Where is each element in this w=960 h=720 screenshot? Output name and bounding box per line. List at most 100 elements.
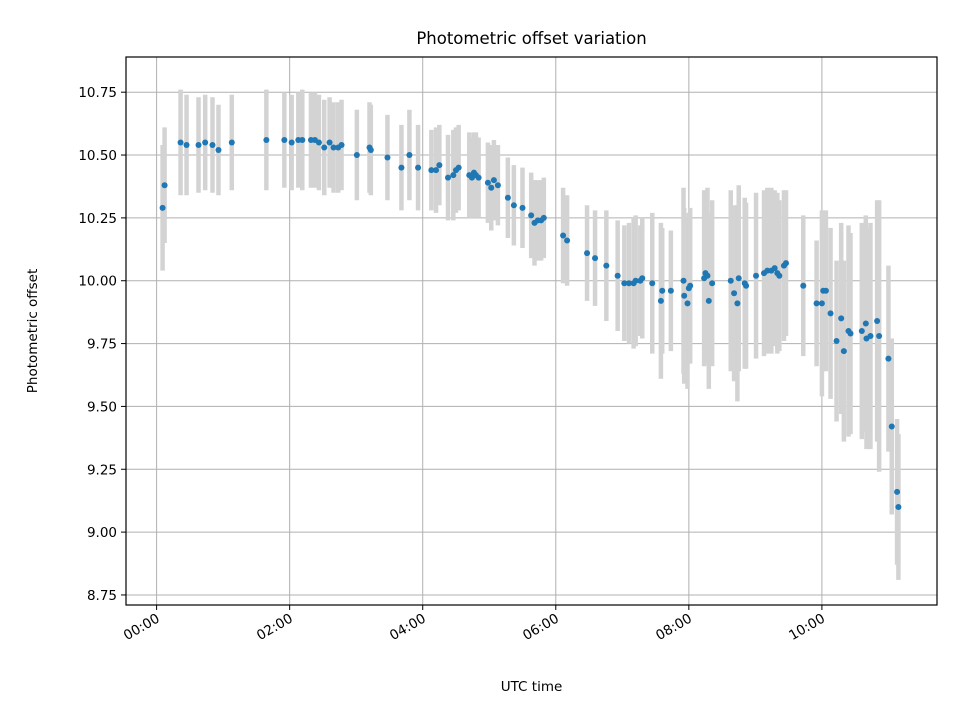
data-point <box>621 280 628 287</box>
y-tick-label: 10.00 <box>78 274 117 290</box>
data-point <box>657 297 664 304</box>
data-point <box>704 272 711 279</box>
data-point <box>867 333 874 340</box>
data-point <box>415 164 422 171</box>
data-point <box>330 144 337 151</box>
data-point <box>818 300 825 307</box>
data-point <box>215 147 222 154</box>
data-point <box>684 300 691 307</box>
data-point <box>862 320 869 327</box>
data-point <box>687 282 694 289</box>
data-point <box>367 147 374 154</box>
data-point <box>603 262 610 269</box>
data-point <box>680 277 687 284</box>
data-point <box>436 162 443 169</box>
data-point <box>475 174 482 181</box>
data-point <box>281 136 288 143</box>
y-tick-label: 9.25 <box>87 462 117 478</box>
data-point <box>159 204 166 211</box>
data-point <box>592 255 599 262</box>
y-tick-label: 9.75 <box>87 337 117 353</box>
data-point <box>540 214 547 221</box>
data-point <box>894 488 901 495</box>
data-point <box>639 275 646 282</box>
data-point <box>659 287 666 294</box>
data-point <box>858 328 865 334</box>
data-point <box>743 282 750 289</box>
y-tick-label: 10.75 <box>78 85 117 101</box>
data-point <box>649 280 656 287</box>
y-tick-label: 8.75 <box>87 588 117 604</box>
data-point <box>847 330 854 337</box>
data-point <box>488 184 495 191</box>
y-tick-label: 9.00 <box>87 525 117 541</box>
data-point <box>840 348 847 355</box>
data-point <box>833 338 840 345</box>
data-point <box>753 272 760 279</box>
data-point <box>681 292 688 299</box>
data-point <box>584 250 591 257</box>
data-point <box>510 202 517 209</box>
data-point <box>183 141 190 148</box>
y-axis-label: Photometric offset <box>25 269 41 393</box>
data-point <box>433 167 440 174</box>
data-point <box>450 172 457 179</box>
data-point <box>428 167 435 174</box>
data-point <box>195 141 202 148</box>
y-tick-label: 10.25 <box>78 211 117 227</box>
data-point <box>228 139 235 146</box>
data-point <box>560 232 567 239</box>
data-point <box>800 282 807 289</box>
data-point <box>353 152 360 159</box>
data-point <box>455 164 462 171</box>
y-tick-label: 9.50 <box>87 399 117 415</box>
chart-title: Photometric offset variation <box>416 29 646 48</box>
data-point <box>614 272 621 279</box>
data-point <box>888 423 895 430</box>
data-point <box>776 272 783 279</box>
data-point <box>838 315 845 322</box>
data-point <box>288 139 295 146</box>
y-axis-ticks: 8.75 9.00 9.25 9.50 9.75 10.00 10.25 10.50 10.75 <box>78 85 126 604</box>
data-point <box>632 277 639 284</box>
data-point <box>445 174 452 181</box>
data-point <box>734 300 741 307</box>
data-point <box>209 141 216 148</box>
data-point <box>177 139 184 146</box>
data-point <box>895 503 902 510</box>
data-point <box>874 317 881 324</box>
data-point <box>822 287 829 294</box>
data-point <box>731 290 738 297</box>
data-point <box>709 280 716 287</box>
data-point <box>667 287 674 294</box>
data-point <box>885 355 892 362</box>
data-point <box>326 139 333 146</box>
data-point <box>398 164 405 171</box>
data-points <box>159 136 902 510</box>
data-point <box>202 139 209 146</box>
data-point <box>564 237 571 244</box>
data-point <box>771 265 778 272</box>
data-point <box>406 152 413 159</box>
data-point <box>299 136 306 143</box>
data-point <box>782 260 789 267</box>
data-point <box>827 310 834 317</box>
data-point <box>504 194 511 201</box>
data-point <box>338 141 345 148</box>
data-point <box>484 179 491 186</box>
data-point <box>315 139 322 146</box>
data-point <box>705 297 712 304</box>
data-point <box>161 182 168 189</box>
data-point <box>625 280 632 287</box>
data-point <box>263 136 270 143</box>
plot-frame <box>125 56 938 606</box>
x-axis-label: UTC time <box>501 679 563 695</box>
data-point <box>321 144 328 151</box>
data-point <box>494 182 501 189</box>
data-point <box>735 275 742 282</box>
data-point <box>490 177 497 184</box>
y-tick-label: 10.50 <box>78 148 117 164</box>
data-point <box>876 333 883 340</box>
